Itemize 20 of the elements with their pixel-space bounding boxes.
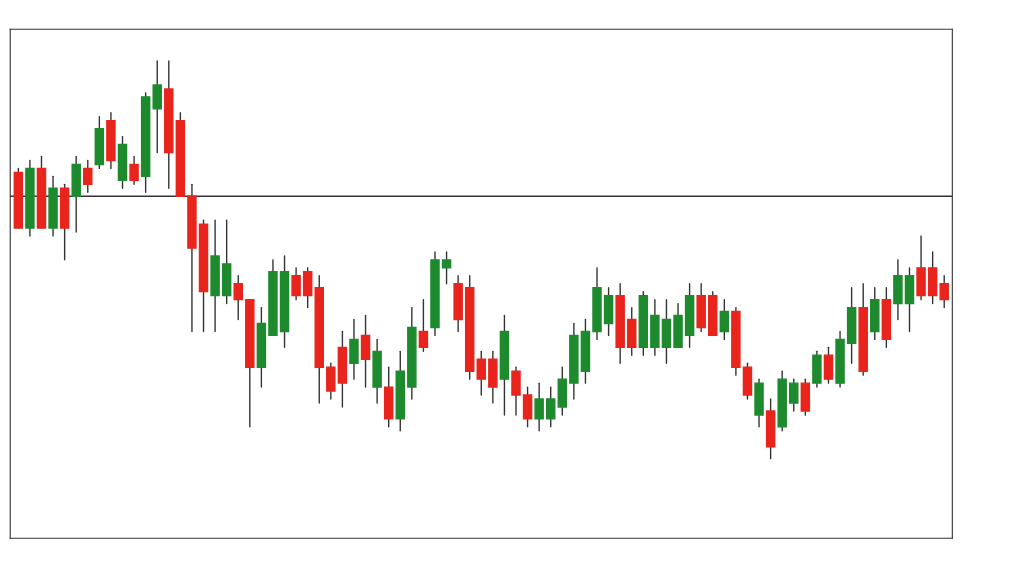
candlestick: [291, 267, 301, 301]
candlestick: [360, 314, 371, 388]
candlestick: [939, 275, 949, 309]
candlestick: [233, 275, 243, 321]
candlestick: [418, 298, 429, 353]
candlestick: [476, 350, 487, 396]
candlestick: [302, 267, 313, 309]
candlestick: [152, 60, 162, 154]
candlestick: [522, 386, 533, 428]
candlestick: [129, 155, 139, 186]
candlestick: [789, 378, 799, 412]
candlestick: [349, 318, 359, 380]
candlestick: [545, 386, 556, 428]
candlestick: [326, 362, 336, 400]
candlestick: [511, 366, 521, 416]
candlestick: [719, 298, 730, 341]
candlestick: [534, 382, 544, 432]
candlestick: [83, 159, 93, 193]
candlestick: [441, 251, 452, 285]
candlestick: [823, 346, 834, 384]
